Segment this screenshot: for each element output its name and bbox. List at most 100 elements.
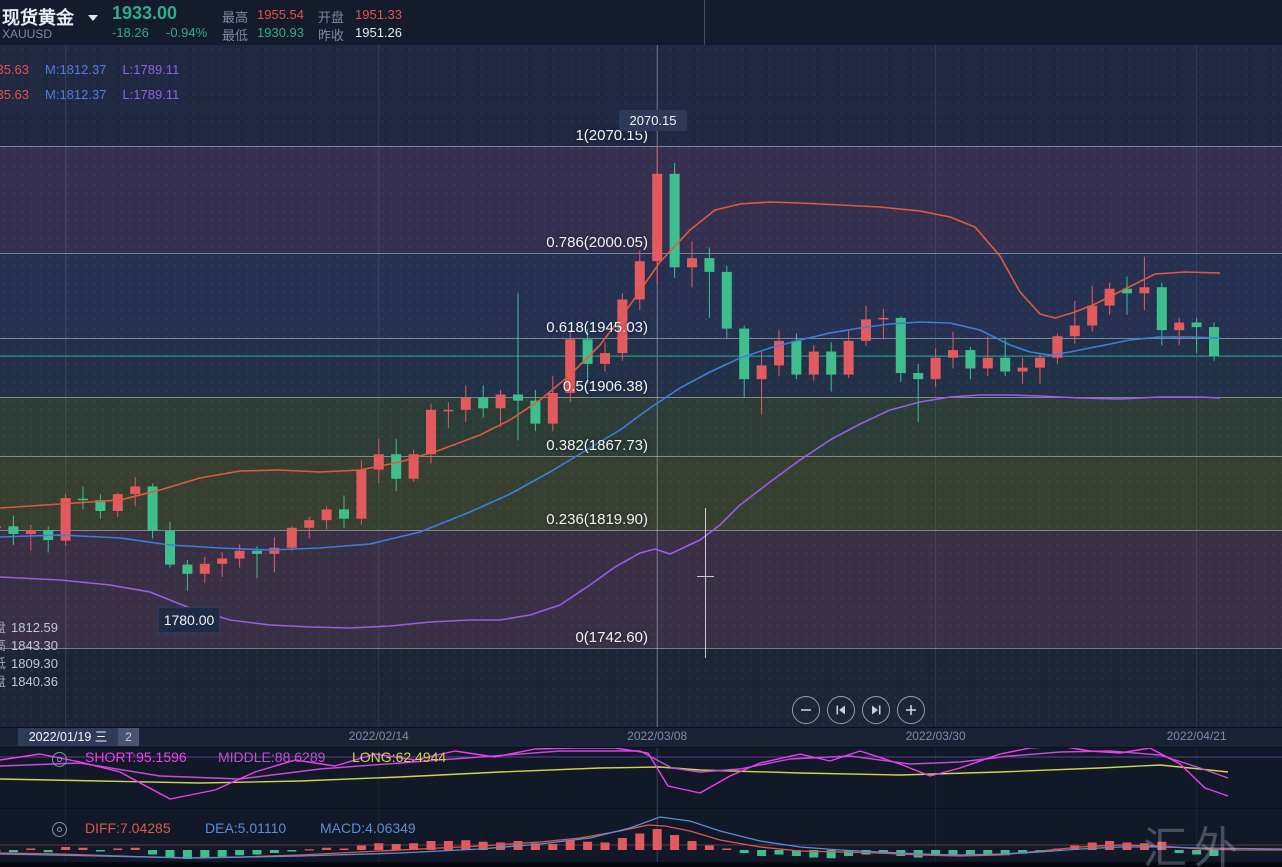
kdj-settings-gear-icon[interactable]: [52, 752, 67, 767]
kdj-pane[interactable]: [0, 746, 1282, 808]
candle[interactable]: [1087, 305, 1098, 326]
candle[interactable]: [1017, 367, 1028, 372]
fib-band-5: [0, 456, 1282, 530]
candle[interactable]: [234, 550, 245, 559]
candle[interactable]: [391, 454, 402, 479]
candle[interactable]: [826, 351, 837, 375]
candle[interactable]: [895, 317, 906, 374]
macd-diff-label: DIFF:7.04285: [85, 820, 171, 836]
candle[interactable]: [1069, 325, 1080, 337]
candle[interactable]: [443, 409, 454, 412]
candle[interactable]: [199, 563, 210, 574]
candle[interactable]: [669, 173, 680, 268]
fib-anchor-tick: [697, 576, 714, 577]
candle[interactable]: [791, 340, 802, 375]
candle[interactable]: [948, 350, 958, 358]
candle[interactable]: [547, 392, 558, 424]
candle[interactable]: [495, 394, 506, 409]
candle[interactable]: [60, 498, 71, 541]
candle[interactable]: [704, 258, 715, 272]
jump-to-end-button[interactable]: [862, 696, 890, 724]
macd-hist-bar: [687, 841, 697, 850]
candle[interactable]: [1156, 287, 1167, 331]
candle[interactable]: [843, 340, 854, 375]
macd-hist-bar: [0, 850, 1, 852]
candle[interactable]: [1035, 357, 1045, 368]
candle[interactable]: [965, 350, 976, 369]
candle[interactable]: [1191, 322, 1202, 328]
candle[interactable]: [165, 530, 175, 565]
instrument-name[interactable]: 现货黄金: [2, 8, 74, 28]
candle[interactable]: [147, 486, 158, 531]
candle[interactable]: [95, 500, 106, 511]
candle[interactable]: [356, 469, 367, 519]
candle[interactable]: [530, 400, 541, 424]
ohlc-row-label: 盘: [0, 620, 6, 635]
candle[interactable]: [0, 526, 1, 528]
candle[interactable]: [78, 498, 88, 501]
candle[interactable]: [304, 520, 315, 528]
candle[interactable]: [182, 564, 193, 574]
macd-hist-bar: [8, 850, 18, 853]
candle[interactable]: [617, 299, 628, 354]
macd-hist-bar: [252, 850, 262, 855]
plus-icon: [906, 705, 916, 715]
candle[interactable]: [217, 558, 228, 564]
candle[interactable]: [878, 317, 889, 320]
candle[interactable]: [808, 351, 819, 375]
candle[interactable]: [286, 527, 297, 548]
candle[interactable]: [565, 339, 576, 393]
candle[interactable]: [373, 454, 384, 470]
macd-hist-bar: [1122, 842, 1132, 850]
candle[interactable]: [913, 373, 924, 380]
candle[interactable]: [460, 397, 471, 410]
candle[interactable]: [739, 328, 750, 380]
candle[interactable]: [1052, 336, 1063, 358]
zoom-in-button[interactable]: [897, 696, 925, 724]
candle[interactable]: [1174, 322, 1185, 331]
candle[interactable]: [478, 397, 489, 409]
candle[interactable]: [600, 353, 610, 364]
candle[interactable]: [112, 494, 123, 511]
candle[interactable]: [321, 509, 332, 521]
candle[interactable]: [721, 271, 732, 329]
candle[interactable]: [252, 550, 262, 554]
candle[interactable]: [756, 365, 767, 380]
candle[interactable]: [269, 547, 280, 554]
candle[interactable]: [652, 173, 663, 262]
candle[interactable]: [1122, 288, 1132, 294]
candle[interactable]: [582, 339, 593, 364]
candle[interactable]: [861, 319, 871, 341]
candle[interactable]: [130, 486, 141, 495]
ohlc-tooltip-row: 高 1843.30: [0, 635, 58, 654]
candle[interactable]: [513, 394, 523, 401]
macd-hist-bar: [635, 833, 645, 850]
macd-hist-bar: [1000, 850, 1010, 856]
fib-anchor-guide[interactable]: [705, 508, 706, 658]
candle[interactable]: [634, 261, 645, 300]
candle[interactable]: [1139, 287, 1150, 294]
candle[interactable]: [687, 258, 697, 268]
macd-hist-bar: [931, 850, 941, 856]
zoom-out-button[interactable]: [792, 696, 820, 724]
candle[interactable]: [339, 509, 349, 519]
chevron-down-icon[interactable]: [88, 15, 98, 21]
candle[interactable]: [1000, 357, 1011, 372]
candle[interactable]: [774, 340, 784, 366]
candle[interactable]: [426, 409, 436, 455]
skip-to-start-icon: [836, 705, 845, 715]
macd-hist-bar: [182, 850, 192, 859]
boll-upper-line: [0, 201, 1221, 509]
candle[interactable]: [982, 357, 993, 369]
candle[interactable]: [8, 526, 19, 534]
candle[interactable]: [930, 357, 941, 380]
candle[interactable]: [25, 530, 36, 534]
fib-band-7: [0, 648, 1282, 727]
x-axis-bar[interactable]: [0, 727, 1282, 748]
jump-to-start-button[interactable]: [827, 696, 855, 724]
macd-hist-bar: [948, 850, 958, 855]
macd-settings-gear-icon[interactable]: [52, 822, 67, 837]
candle[interactable]: [408, 454, 419, 479]
candle[interactable]: [1209, 327, 1219, 357]
